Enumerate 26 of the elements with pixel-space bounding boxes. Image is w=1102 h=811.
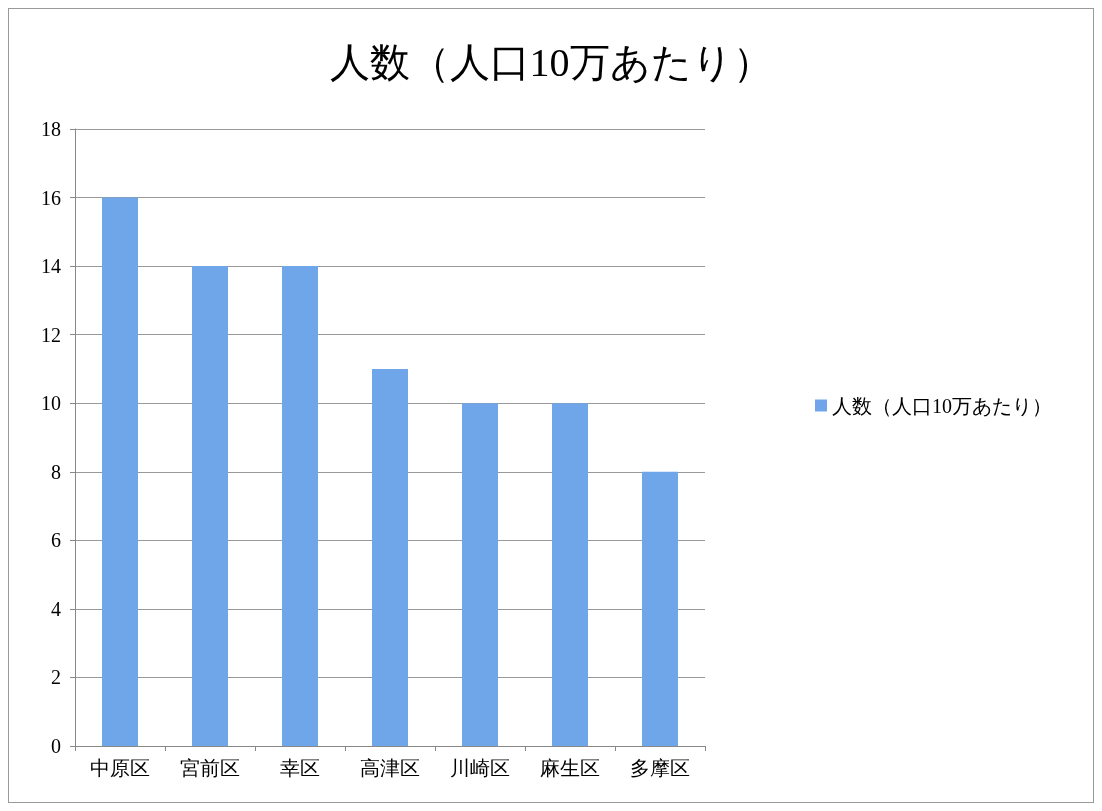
y-tick-label: 8 <box>51 460 61 483</box>
bar <box>552 403 588 746</box>
y-tick-label: 6 <box>51 529 61 552</box>
y-tick-label: 4 <box>51 597 61 620</box>
bar <box>372 368 408 746</box>
chart-title: 人数（人口10万あたり） <box>329 39 773 85</box>
y-tick-label: 18 <box>41 118 61 140</box>
y-tick-label: 10 <box>41 392 61 415</box>
x-tick-label: 麻生区 <box>540 757 600 779</box>
y-tick-label: 2 <box>51 666 61 689</box>
y-tick-label: 14 <box>41 255 61 278</box>
bar <box>462 403 498 746</box>
bar <box>102 197 138 746</box>
x-tick-label: 中原区 <box>90 757 150 779</box>
x-tick-label: 宮前区 <box>180 757 240 779</box>
y-tick-label: 16 <box>41 186 61 209</box>
bar <box>192 266 228 746</box>
legend-label: 人数（人口10万あたり） <box>832 394 1052 417</box>
x-tick-label: 幸区 <box>280 757 320 779</box>
bar <box>282 266 318 746</box>
bar <box>642 471 678 746</box>
x-tick-label: 高津区 <box>360 757 420 779</box>
y-tick-label: 0 <box>51 735 61 757</box>
x-tick-label: 川崎区 <box>450 757 510 779</box>
y-tick-label: 12 <box>41 323 61 346</box>
x-tick-label: 多摩区 <box>630 757 690 779</box>
